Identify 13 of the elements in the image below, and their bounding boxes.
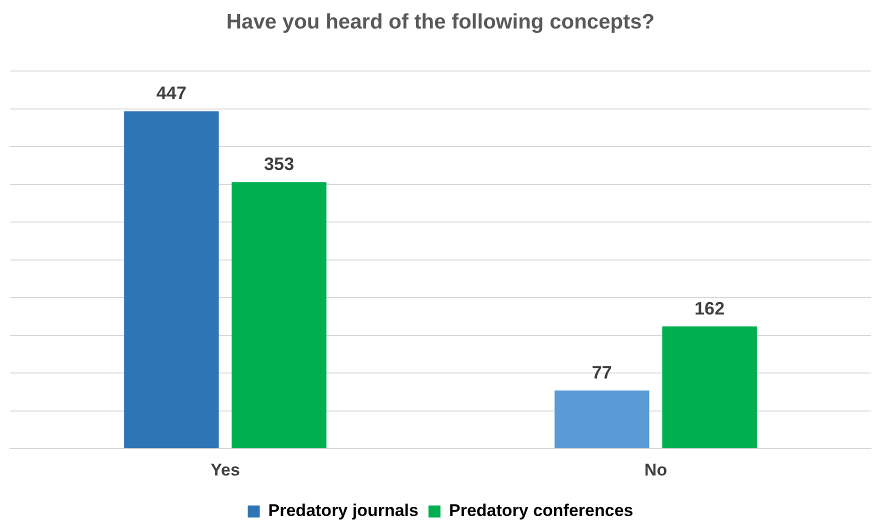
data-label: 77 (592, 362, 612, 382)
legend-label: Predatory conferences (448, 501, 634, 520)
bar (232, 182, 326, 448)
bar (554, 390, 650, 448)
x-tick-label: Yes (210, 460, 240, 480)
data-label: 162 (694, 298, 725, 318)
data-label: 447 (156, 83, 186, 104)
data-label: 353 (264, 154, 294, 174)
legend-label: Predatory journals (268, 501, 418, 520)
bar (662, 326, 757, 448)
x-tick-label: No (644, 460, 668, 480)
bar (124, 111, 219, 448)
chart-title: Have you heard of the following concepts? (226, 10, 655, 34)
